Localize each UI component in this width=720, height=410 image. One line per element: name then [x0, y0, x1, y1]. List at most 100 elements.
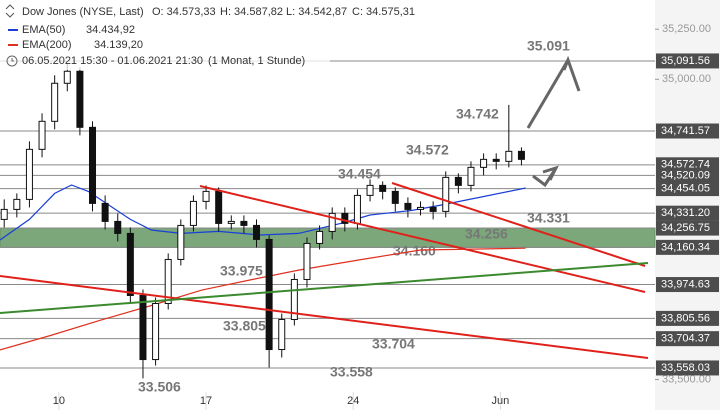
level-note: 34.742 — [456, 106, 499, 122]
clock-icon — [6, 55, 18, 67]
candle-body — [480, 158, 488, 168]
price-box-label: 34,454.05 — [661, 182, 710, 194]
candle-body — [25, 148, 33, 200]
candle-body — [303, 242, 311, 280]
arrow — [542, 165, 559, 181]
ohlc: H: 34.587,82 — [220, 6, 283, 18]
legend-label: EMA(200) — [22, 39, 72, 51]
candle-body — [101, 202, 109, 222]
x-tick-label: 17 — [200, 395, 212, 407]
candle-body — [328, 212, 336, 232]
candle-body — [227, 220, 235, 224]
ohlc: C: 34.575,31 — [352, 6, 415, 18]
trend-line — [199, 185, 646, 293]
candle-body — [177, 224, 185, 260]
candle-body — [202, 190, 210, 202]
candle-body — [253, 224, 261, 240]
ohlc: O: 34.573,33 — [152, 6, 216, 18]
x-tick-label: 24 — [347, 395, 359, 407]
y-tick-label: 35,000.00 — [662, 73, 711, 85]
price-box-label: 35,091.56 — [661, 55, 710, 67]
legend-title: Dow Jones (NYSE, Last) — [22, 6, 144, 18]
ema-line — [0, 247, 526, 351]
candle-body — [442, 176, 450, 212]
x-tick-label: 10 — [53, 395, 65, 407]
candle-body — [189, 200, 197, 226]
level-note: 34.331 — [527, 210, 570, 226]
price-box — [656, 167, 719, 183]
candle-body — [467, 166, 475, 186]
candle-body — [278, 319, 286, 351]
x-tick-label: Jun — [492, 395, 510, 407]
candle-body — [341, 212, 349, 224]
price-box — [656, 331, 719, 347]
price-box — [656, 277, 719, 293]
candle-body — [164, 258, 172, 304]
level-note: 35.091 — [527, 38, 570, 54]
range: 06.05.2021 15:30 - 01.06.2021 21:30 — [22, 55, 203, 67]
candle-body — [0, 208, 8, 220]
level-note: 33.558 — [330, 364, 373, 380]
candle-body — [353, 194, 361, 224]
candle-body — [89, 126, 97, 204]
level-note: 33.704 — [372, 336, 415, 352]
candle-body — [126, 232, 134, 296]
candle-body — [316, 230, 324, 244]
price-box — [656, 310, 719, 326]
collapse-icon[interactable] — [5, 4, 15, 18]
legend-bg — [0, 0, 330, 70]
candle-body — [265, 238, 273, 351]
level-note: 34.256 — [465, 226, 508, 242]
interval: (1 Monat, 1 Stunde) — [208, 55, 305, 67]
annotations — [0, 55, 649, 359]
candle-body — [290, 278, 298, 321]
level-note: 34.572 — [406, 142, 449, 158]
legend-label: EMA(50) — [22, 24, 65, 36]
legend-value: 34.139,20 — [94, 39, 143, 51]
price-box-label: 34,331.20 — [661, 207, 710, 219]
arrow — [526, 59, 570, 129]
price-box-label: 34,572.74 — [661, 159, 710, 171]
price-box — [656, 53, 719, 69]
candle-body — [366, 184, 374, 196]
price-box-label: 34,160.34 — [661, 241, 710, 253]
candle-body — [517, 150, 525, 160]
price-box-label: 33,704.37 — [661, 333, 710, 345]
candle-body — [391, 190, 399, 204]
trend-line — [391, 182, 646, 267]
price-box — [656, 220, 719, 236]
candle-body — [240, 220, 248, 226]
candle-body — [114, 220, 122, 234]
candle-body — [51, 82, 59, 122]
price-box-label: 33,974.63 — [661, 278, 710, 290]
price-box-label: 34,256.75 — [661, 222, 710, 234]
trend-line — [0, 262, 649, 314]
candle-body — [404, 202, 412, 210]
level-note: 33.805 — [223, 318, 266, 334]
candle-body — [505, 150, 513, 162]
ema-line — [0, 184, 526, 241]
level-note: 33.975 — [220, 263, 263, 279]
price-box — [656, 360, 719, 376]
candle-body — [13, 198, 21, 210]
price-box-label: 33,558.03 — [661, 362, 710, 374]
candle-body — [63, 70, 71, 84]
candle-body — [454, 176, 462, 186]
candle-body — [379, 184, 387, 192]
y-tick-label: 35,250.00 — [662, 23, 711, 35]
candle-body — [38, 120, 46, 150]
ohlc: L: 34.542,87 — [286, 6, 347, 18]
legend: Dow Jones (NYSE, Last) O: 34.573,33 H: 3… — [0, 0, 415, 70]
candle-body — [429, 206, 437, 212]
candle-body — [215, 190, 223, 224]
candle-body — [152, 302, 160, 361]
legend-value: 34.434,92 — [86, 24, 135, 36]
price-box — [656, 205, 719, 221]
price-axis: 35,250.00 35,000.00 33,500.00 35,091.56 34,7… — [655, 23, 719, 385]
plot: 10 17 24 Jun 35.091 34.742 34.572 34.454 34.331 3… — [0, 38, 656, 410]
trend-line — [0, 275, 649, 359]
clock-icon — [11, 58, 14, 62]
arrow — [562, 55, 581, 92]
price-box — [656, 181, 719, 197]
